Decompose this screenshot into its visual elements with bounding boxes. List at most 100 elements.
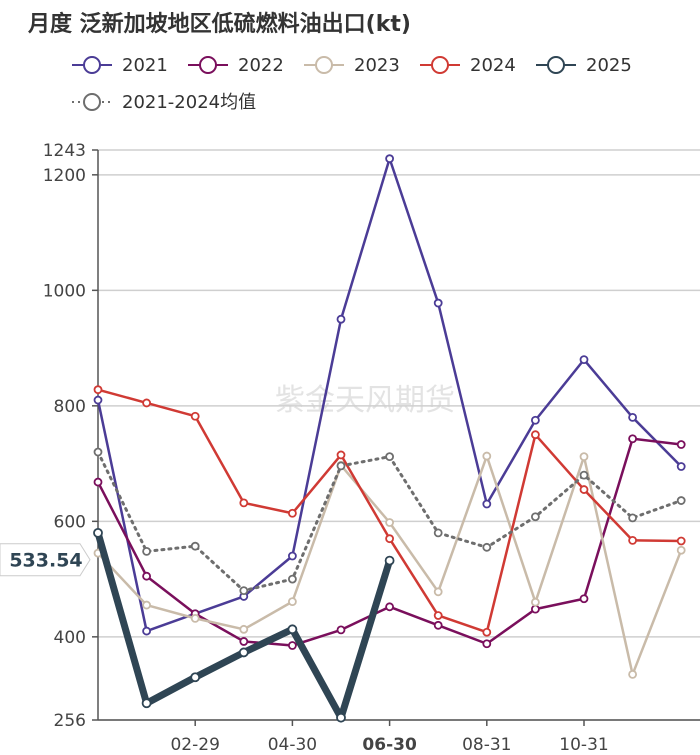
data-point[interactable] [93,385,103,395]
data-point[interactable] [336,625,346,635]
legend-marker [547,56,565,74]
data-point[interactable] [433,620,443,630]
data-point[interactable] [482,639,492,649]
data-point[interactable] [142,626,152,636]
legend-item-2024[interactable]: 2024 [420,55,516,76]
data-point[interactable] [336,712,346,723]
legend-marker [431,56,449,74]
x-tick-label: 08-31 [462,735,511,755]
legend-label: 2024 [470,55,516,76]
x-tick-label: 04-30 [268,735,317,755]
data-point[interactable] [93,527,103,538]
legend-item-2022[interactable]: 2022 [188,55,284,76]
data-point[interactable] [287,551,297,561]
legend-item-2021-2024[interactable]: 2021-2024均值 [72,92,256,113]
data-point[interactable] [239,624,249,634]
data-point[interactable] [142,546,152,556]
data-point[interactable] [287,624,298,635]
series-2022 [93,434,686,650]
y-tick-label: 1243 [43,141,86,161]
series-line [96,388,683,634]
data-point[interactable] [385,154,395,164]
data-point[interactable] [142,398,152,408]
data-point[interactable] [628,669,637,679]
data-point[interactable] [433,298,443,308]
series-2021-2024 [93,447,686,596]
data-point[interactable] [531,604,540,614]
data-point[interactable] [384,555,395,566]
data-point[interactable] [190,541,200,551]
legend-item-2021[interactable]: 2021 [72,55,168,76]
data-point[interactable] [385,452,395,462]
data-point[interactable] [482,451,492,461]
data-point[interactable] [579,594,589,604]
data-point[interactable] [433,587,443,597]
legend-label: 2022 [238,55,284,76]
x-tick-label: 02-29 [170,735,219,755]
watermark-text: 紫金天风期货 [275,383,455,418]
data-point[interactable] [433,611,443,620]
data-point[interactable] [676,462,686,471]
data-point[interactable] [628,412,637,422]
data-point[interactable] [190,672,201,683]
data-point[interactable] [676,536,686,546]
data-point[interactable] [141,698,152,709]
data-point[interactable] [190,411,200,421]
x-axis: 02-29 04-30 06-30 08-31 10-31 [98,719,700,755]
data-point[interactable] [676,545,686,555]
data-point[interactable] [628,513,637,523]
data-point[interactable] [482,499,492,509]
data-point[interactable] [531,512,540,522]
data-point[interactable] [239,586,249,596]
legend-item-2025[interactable]: 2025 [536,55,632,76]
y-tick-label: 1200 [43,166,86,186]
data-point[interactable] [336,461,346,471]
data-point[interactable] [531,430,540,440]
data-point[interactable] [336,450,346,460]
y-tick-label: 256 [54,711,86,731]
data-point[interactable] [482,627,492,637]
x-tick-label: 10-31 [559,735,608,755]
data-point[interactable] [239,637,249,646]
data-point[interactable] [531,415,540,425]
data-point[interactable] [190,613,200,623]
data-point[interactable] [482,542,492,552]
data-point[interactable] [385,518,395,527]
data-point[interactable] [239,498,249,508]
legend[interactable]: 2021 2022 2023 2024 2025 2021-2024均值 [72,55,632,113]
y-tick-label: 600 [54,512,86,532]
grid-lines [98,149,700,721]
data-point[interactable] [579,470,589,480]
y-tick-label: 1000 [43,281,86,301]
data-point[interactable] [287,508,297,518]
data-point[interactable] [287,641,297,650]
data-point[interactable] [579,355,589,365]
data-point[interactable] [93,447,103,457]
data-point[interactable] [579,452,589,462]
legend-label: 2025 [586,55,632,76]
data-point[interactable] [579,485,589,494]
series-group [93,154,686,723]
data-point[interactable] [238,647,249,658]
data-point[interactable] [142,600,152,610]
data-point[interactable] [385,534,395,544]
legend-item-2023[interactable]: 2023 [304,55,400,76]
data-point[interactable] [287,597,297,607]
data-point[interactable] [385,602,395,612]
data-point[interactable] [628,434,637,444]
data-point[interactable] [628,535,637,545]
data-point[interactable] [336,314,346,324]
chart-title: 月度 泛新加坡地区低硫燃料油出口(kt) [28,12,411,37]
data-point[interactable] [676,440,686,449]
legend-label: 2023 [354,55,400,76]
series-2024 [93,385,686,637]
data-point[interactable] [433,528,443,538]
data-point[interactable] [287,574,297,584]
data-point[interactable] [93,395,103,405]
data-point[interactable] [531,597,540,607]
data-point[interactable] [93,477,103,487]
data-point[interactable] [142,571,152,581]
data-point[interactable] [676,496,686,505]
y-tick-label: 400 [54,628,86,648]
